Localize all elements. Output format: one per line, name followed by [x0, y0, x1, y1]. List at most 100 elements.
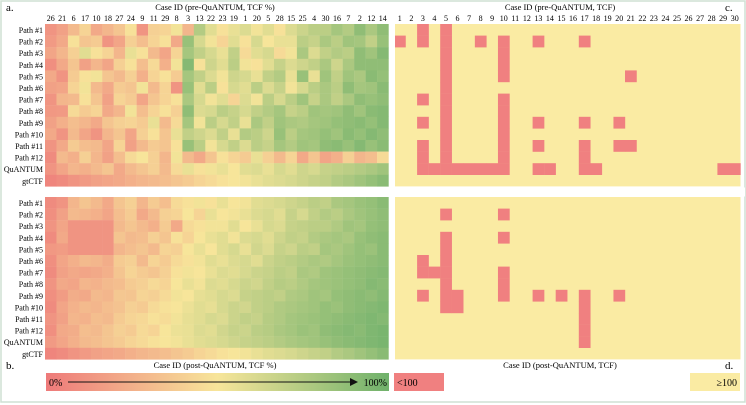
row-label-top-11: Path #11 — [15, 142, 43, 151]
heatmap-cell-a — [159, 70, 172, 83]
heatmap-cell-b — [319, 231, 332, 244]
heatmap-cell-a — [170, 174, 183, 187]
column-label-c-29: 29 — [719, 14, 727, 23]
heatmap-cell-a — [239, 174, 252, 187]
heatmap-cell-a — [296, 128, 309, 141]
column-label-c-14: 14 — [546, 14, 554, 23]
heatmap-cell-b — [216, 255, 229, 267]
low-cell-c — [440, 105, 452, 117]
heatmap-cell-a — [193, 174, 206, 187]
heatmap-cell-a — [354, 93, 366, 106]
heatmap-cell-b — [113, 278, 126, 290]
heatmap-cell-a — [331, 128, 343, 141]
column-label-c-11: 11 — [511, 14, 519, 23]
heatmap-cell-a — [377, 163, 389, 175]
heatmap-cell-a — [228, 58, 240, 71]
low-cell-c — [578, 140, 591, 152]
heatmap-cell-b — [285, 278, 298, 290]
heatmap-cell-a — [193, 128, 206, 141]
heatmap-cell-b — [354, 208, 366, 221]
panel-separator-horizontal — [45, 187, 745, 197]
heatmap-cell-b — [342, 347, 355, 360]
heatmap-cell-b — [79, 266, 91, 279]
heatmap-cell-b — [170, 301, 183, 314]
heatmap-cell-b — [170, 243, 183, 256]
heatmap-cell-b — [170, 278, 183, 290]
heatmap-cell-a — [319, 151, 332, 164]
heatmap-cell-a — [125, 58, 137, 71]
heatmap-cell-a — [67, 105, 80, 117]
heatmap-cell-b — [90, 266, 103, 279]
heatmap-cell-a — [205, 140, 217, 152]
heatmap-cell-a — [296, 174, 309, 187]
heatmap-cell-a — [274, 128, 286, 141]
row-label-top-14: gtCTF — [22, 177, 43, 186]
heatmap-cell-b — [274, 255, 286, 267]
row-label-top-2: Path #2 — [19, 38, 43, 47]
heatmap-cell-a — [239, 140, 252, 152]
low-cell-c — [497, 58, 510, 71]
heatmap-cell-a — [285, 35, 298, 48]
column-label-a-9: 9 — [140, 14, 144, 23]
low-cell-c — [578, 163, 591, 175]
heatmap-cell-a — [228, 35, 240, 48]
heatmap-cell-a — [170, 163, 183, 175]
low-cell-c — [417, 151, 429, 164]
row-label-bottom-5: Path #5 — [19, 245, 43, 254]
row-label-bottom-12: Path #12 — [15, 327, 43, 336]
heatmap-cell-b — [159, 208, 172, 221]
heatmap-cell-a — [90, 82, 103, 94]
heatmap-cell-b — [228, 208, 240, 221]
heatmap-cell-b — [125, 289, 137, 302]
heatmap-cell-b — [251, 243, 263, 256]
heatmap-cell-a — [125, 163, 137, 175]
heatmap-cell-b — [377, 266, 389, 279]
heatmap-cell-b — [102, 220, 114, 232]
heatmap-cell-b — [228, 278, 240, 290]
heatmap-cell-a — [90, 70, 103, 83]
heatmap-cell-a — [331, 47, 343, 59]
heatmap-cell-a — [228, 163, 240, 175]
heatmap-cell-b — [216, 301, 229, 314]
low-cell-d — [497, 289, 510, 302]
heatmap-cell-b — [377, 278, 389, 290]
heatmap-cell-a — [170, 82, 183, 94]
heatmap-cell-a — [285, 128, 298, 141]
heatmap-cell-b — [90, 313, 103, 325]
heatmap-cell-a — [365, 24, 378, 36]
heatmap-cell-b — [136, 208, 149, 221]
heatmap-cell-b — [45, 289, 57, 302]
heatmap-cell-a — [239, 58, 252, 71]
heatmap-cell-b — [79, 313, 91, 325]
heatmap-cell-a — [205, 174, 217, 187]
heatmap-cell-a — [170, 58, 183, 71]
heatmap-cell-a — [274, 140, 286, 152]
heatmap-cell-a — [113, 128, 126, 141]
heatmap-cell-a — [136, 93, 149, 106]
heatmap-cell-a — [377, 24, 389, 36]
heatmap-cell-b — [308, 243, 320, 256]
heatmap-cell-a — [228, 47, 240, 59]
heatmap-cell-a — [113, 70, 126, 83]
heatmap-cell-b — [113, 313, 126, 325]
row-label-bottom-9: Path #9 — [19, 292, 43, 301]
heatmap-cell-a — [342, 105, 355, 117]
column-label-c-5: 5 — [444, 14, 448, 23]
heatmap-cell-b — [274, 220, 286, 232]
heatmap-cell-a — [125, 24, 137, 36]
heatmap-cell-a — [319, 58, 332, 71]
heatmap-cell-b — [285, 197, 298, 209]
low-cell-d — [497, 208, 510, 221]
low-cell-d — [497, 266, 510, 279]
heatmap-cell-a — [342, 116, 355, 129]
heatmap-cell-a — [251, 82, 263, 94]
heatmap-cell-a — [377, 105, 389, 117]
heatmap-cell-b — [102, 301, 114, 314]
heatmap-cell-b — [205, 243, 217, 256]
heatmap-cell-a — [56, 93, 69, 106]
heatmap-cell-b — [125, 336, 137, 348]
heatmap-cell-a — [239, 163, 252, 175]
heatmap-cell-a — [79, 163, 91, 175]
chart-title-b: Case ID (post-QuANTUM, TCF %) — [154, 360, 277, 370]
heatmap-cell-b — [308, 197, 320, 209]
